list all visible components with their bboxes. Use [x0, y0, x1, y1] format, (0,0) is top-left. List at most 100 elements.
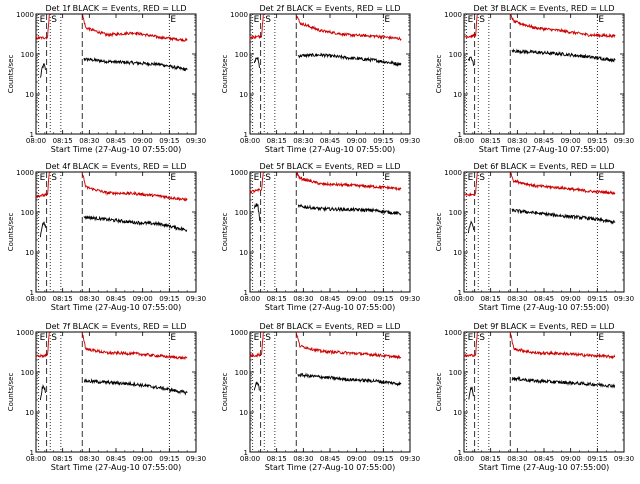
x-tick-label: 08:15	[481, 295, 501, 303]
plot-frame	[463, 331, 625, 453]
x-tick-label: 08:00	[26, 455, 46, 463]
series-line-events	[253, 57, 261, 69]
y-tick-label: 10	[453, 409, 462, 417]
series-line-events	[83, 378, 188, 396]
marker-label: S	[265, 173, 271, 183]
y-tick-label: 1	[30, 131, 34, 139]
x-tick-label: 08:00	[454, 455, 474, 463]
x-tick-label: 09:30	[614, 137, 634, 145]
x-tick-label: 08:30	[293, 137, 313, 145]
y-tick-label: 10	[25, 249, 34, 257]
x-tick-label: 08:00	[26, 137, 46, 145]
panel-title: Det 2f BLACK = Events, RED = LLD	[259, 4, 400, 13]
plot-frame	[463, 171, 625, 293]
series-line-lld	[509, 331, 616, 360]
x-tick-label: 08:45	[534, 137, 554, 145]
y-tick-label: 1	[30, 289, 34, 297]
series-line-events	[83, 56, 188, 72]
y-tick-label: 1000	[16, 169, 34, 177]
panel-title: Det 9f BLACK = Events, RED = LLD	[473, 322, 614, 331]
series-line-events	[39, 221, 47, 238]
y-axis-label: Counts/sec	[435, 213, 443, 252]
series-line-lld	[295, 331, 402, 360]
marker-label: S	[51, 333, 57, 343]
x-tick-label: 09:30	[186, 455, 206, 463]
x-tick-label: 09:30	[400, 295, 420, 303]
x-tick-label: 09:00	[347, 455, 367, 463]
y-axis-label: Counts/sec	[7, 373, 15, 412]
x-tick-label: 08:00	[240, 137, 260, 145]
panel-det-7: Det 7f BLACK = Events, RED = LLD 1 10 100 10…	[7, 322, 206, 472]
panel-det-4: Det 4f BLACK = Events, RED = LLD 1 10 100 10…	[7, 162, 206, 312]
marker-label: E	[40, 15, 46, 25]
series-line-lld	[35, 171, 50, 199]
panel-det-2: Det 2f BLACK = Events, RED = LLD 1 10 100 10…	[221, 4, 420, 154]
x-tick-label: 09:30	[400, 137, 420, 145]
y-tick-label: 1	[458, 449, 462, 457]
series-line-events	[511, 208, 616, 225]
x-axis-label: Start Time (27-Aug-10 07:55:00)	[479, 463, 610, 472]
x-tick-label: 09:00	[561, 295, 581, 303]
x-tick-label: 08:45	[320, 295, 340, 303]
series-line-lld	[249, 171, 264, 194]
series-line-lld	[463, 171, 478, 197]
y-tick-label: 1000	[444, 11, 462, 19]
x-tick-label: 09:15	[159, 295, 179, 303]
x-tick-label: 09:15	[587, 455, 607, 463]
x-tick-label: 09:00	[347, 137, 367, 145]
marker-label: E	[468, 333, 474, 343]
y-tick-label: 1000	[16, 11, 34, 19]
x-tick-label: 09:00	[561, 137, 581, 145]
x-tick-label: 09:00	[561, 455, 581, 463]
marker-label: E	[40, 333, 46, 343]
panel-title: Det 6f BLACK = Events, RED = LLD	[473, 162, 614, 171]
y-tick-label: 1	[244, 449, 248, 457]
marker-label: E	[40, 173, 46, 183]
x-tick-label: 09:00	[347, 295, 367, 303]
series-line-lld	[35, 13, 50, 41]
marker-label: E	[468, 15, 474, 25]
x-tick-label: 09:30	[186, 295, 206, 303]
series-line-events	[83, 215, 188, 233]
x-tick-label: 08:45	[534, 455, 554, 463]
y-tick-label: 10	[239, 409, 248, 417]
x-tick-label: 08:30	[79, 295, 99, 303]
series-line-events	[297, 52, 402, 67]
marker-label: E	[598, 15, 604, 25]
panel-title: Det 5f BLACK = Events, RED = LLD	[259, 162, 400, 171]
marker-label: S	[51, 173, 57, 183]
series-line-lld	[249, 13, 264, 41]
series-line-events	[39, 383, 47, 401]
x-tick-label: 08:15	[53, 455, 73, 463]
x-tick-label: 09:00	[133, 295, 153, 303]
series-line-lld	[295, 171, 402, 192]
y-tick-label: 100	[235, 209, 248, 217]
y-axis-label: Counts/sec	[435, 55, 443, 94]
y-tick-label: 10	[453, 91, 462, 99]
marker-label: E	[598, 173, 604, 183]
marker-label: E	[598, 333, 604, 343]
y-tick-label: 100	[449, 209, 462, 217]
marker-label: E	[254, 173, 260, 183]
y-tick-label: 1000	[230, 11, 248, 19]
y-tick-label: 100	[21, 369, 34, 377]
y-tick-label: 10	[453, 249, 462, 257]
y-tick-label: 1	[244, 289, 248, 297]
x-tick-label: 09:15	[587, 295, 607, 303]
x-axis-label: Start Time (27-Aug-10 07:55:00)	[479, 303, 610, 312]
y-tick-label: 1000	[16, 329, 34, 337]
series-line-events	[297, 203, 402, 216]
series-line-lld	[35, 331, 50, 359]
x-tick-label: 09:30	[614, 455, 634, 463]
panel-det-5: Det 5f BLACK = Events, RED = LLD 1 10 100 10…	[221, 162, 420, 312]
x-tick-label: 08:15	[267, 455, 287, 463]
series-line-events	[511, 375, 616, 389]
marker-label: S	[479, 15, 485, 25]
x-tick-label: 08:15	[53, 137, 73, 145]
x-tick-label: 08:00	[454, 295, 474, 303]
panel-title: Det 8f BLACK = Events, RED = LLD	[259, 322, 400, 331]
marker-label: S	[479, 333, 485, 343]
series-line-lld	[81, 332, 188, 360]
y-axis-label: Counts/sec	[221, 55, 229, 94]
marker-label: S	[479, 173, 485, 183]
